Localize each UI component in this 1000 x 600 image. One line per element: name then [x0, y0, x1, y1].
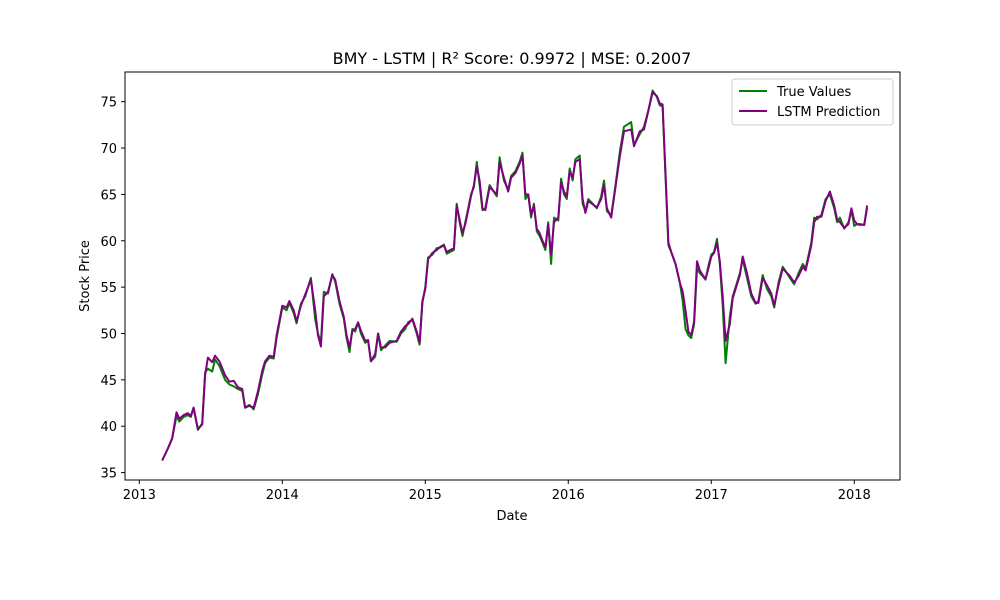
x-tick-label: 2014 [266, 488, 299, 503]
x-tick-label: 2016 [552, 488, 585, 503]
legend-label-true-values: True Values [776, 85, 851, 100]
x-tick-label: 2018 [838, 488, 871, 503]
chart-title: BMY - LSTM | R² Score: 0.9972 | MSE: 0.2… [333, 49, 692, 68]
y-tick-label: 50 [100, 327, 117, 342]
series-layer [161, 89, 869, 461]
legend-box [731, 78, 894, 126]
y-tick-label: 65 [100, 188, 117, 203]
plot-frame [124, 71, 901, 481]
y-tick-label: 40 [100, 420, 117, 435]
lstm-prediction-line [161, 91, 869, 461]
legend: True Values LSTM Prediction [731, 78, 894, 126]
x-tick-label: 2017 [695, 488, 728, 503]
y-tick-label: 45 [100, 374, 117, 389]
y-tick-label: 60 [100, 235, 117, 250]
x-tick-label: 2013 [123, 488, 156, 503]
y-tick-label: 70 [100, 142, 117, 157]
x-tick-label: 2015 [409, 488, 442, 503]
y-tick-label: 35 [100, 467, 117, 482]
legend-label-lstm-prediction: LSTM Prediction [777, 105, 880, 120]
y-axis-label: Stock Price [78, 240, 93, 312]
ticks-layer: 2013 2014 2015 2016 2017 2018 35 40 45 50 55 60 65 70… [100, 96, 870, 503]
y-tick-label: 75 [100, 96, 117, 111]
x-axis-label: Date [496, 509, 527, 524]
y-tick-label: 55 [100, 281, 117, 296]
